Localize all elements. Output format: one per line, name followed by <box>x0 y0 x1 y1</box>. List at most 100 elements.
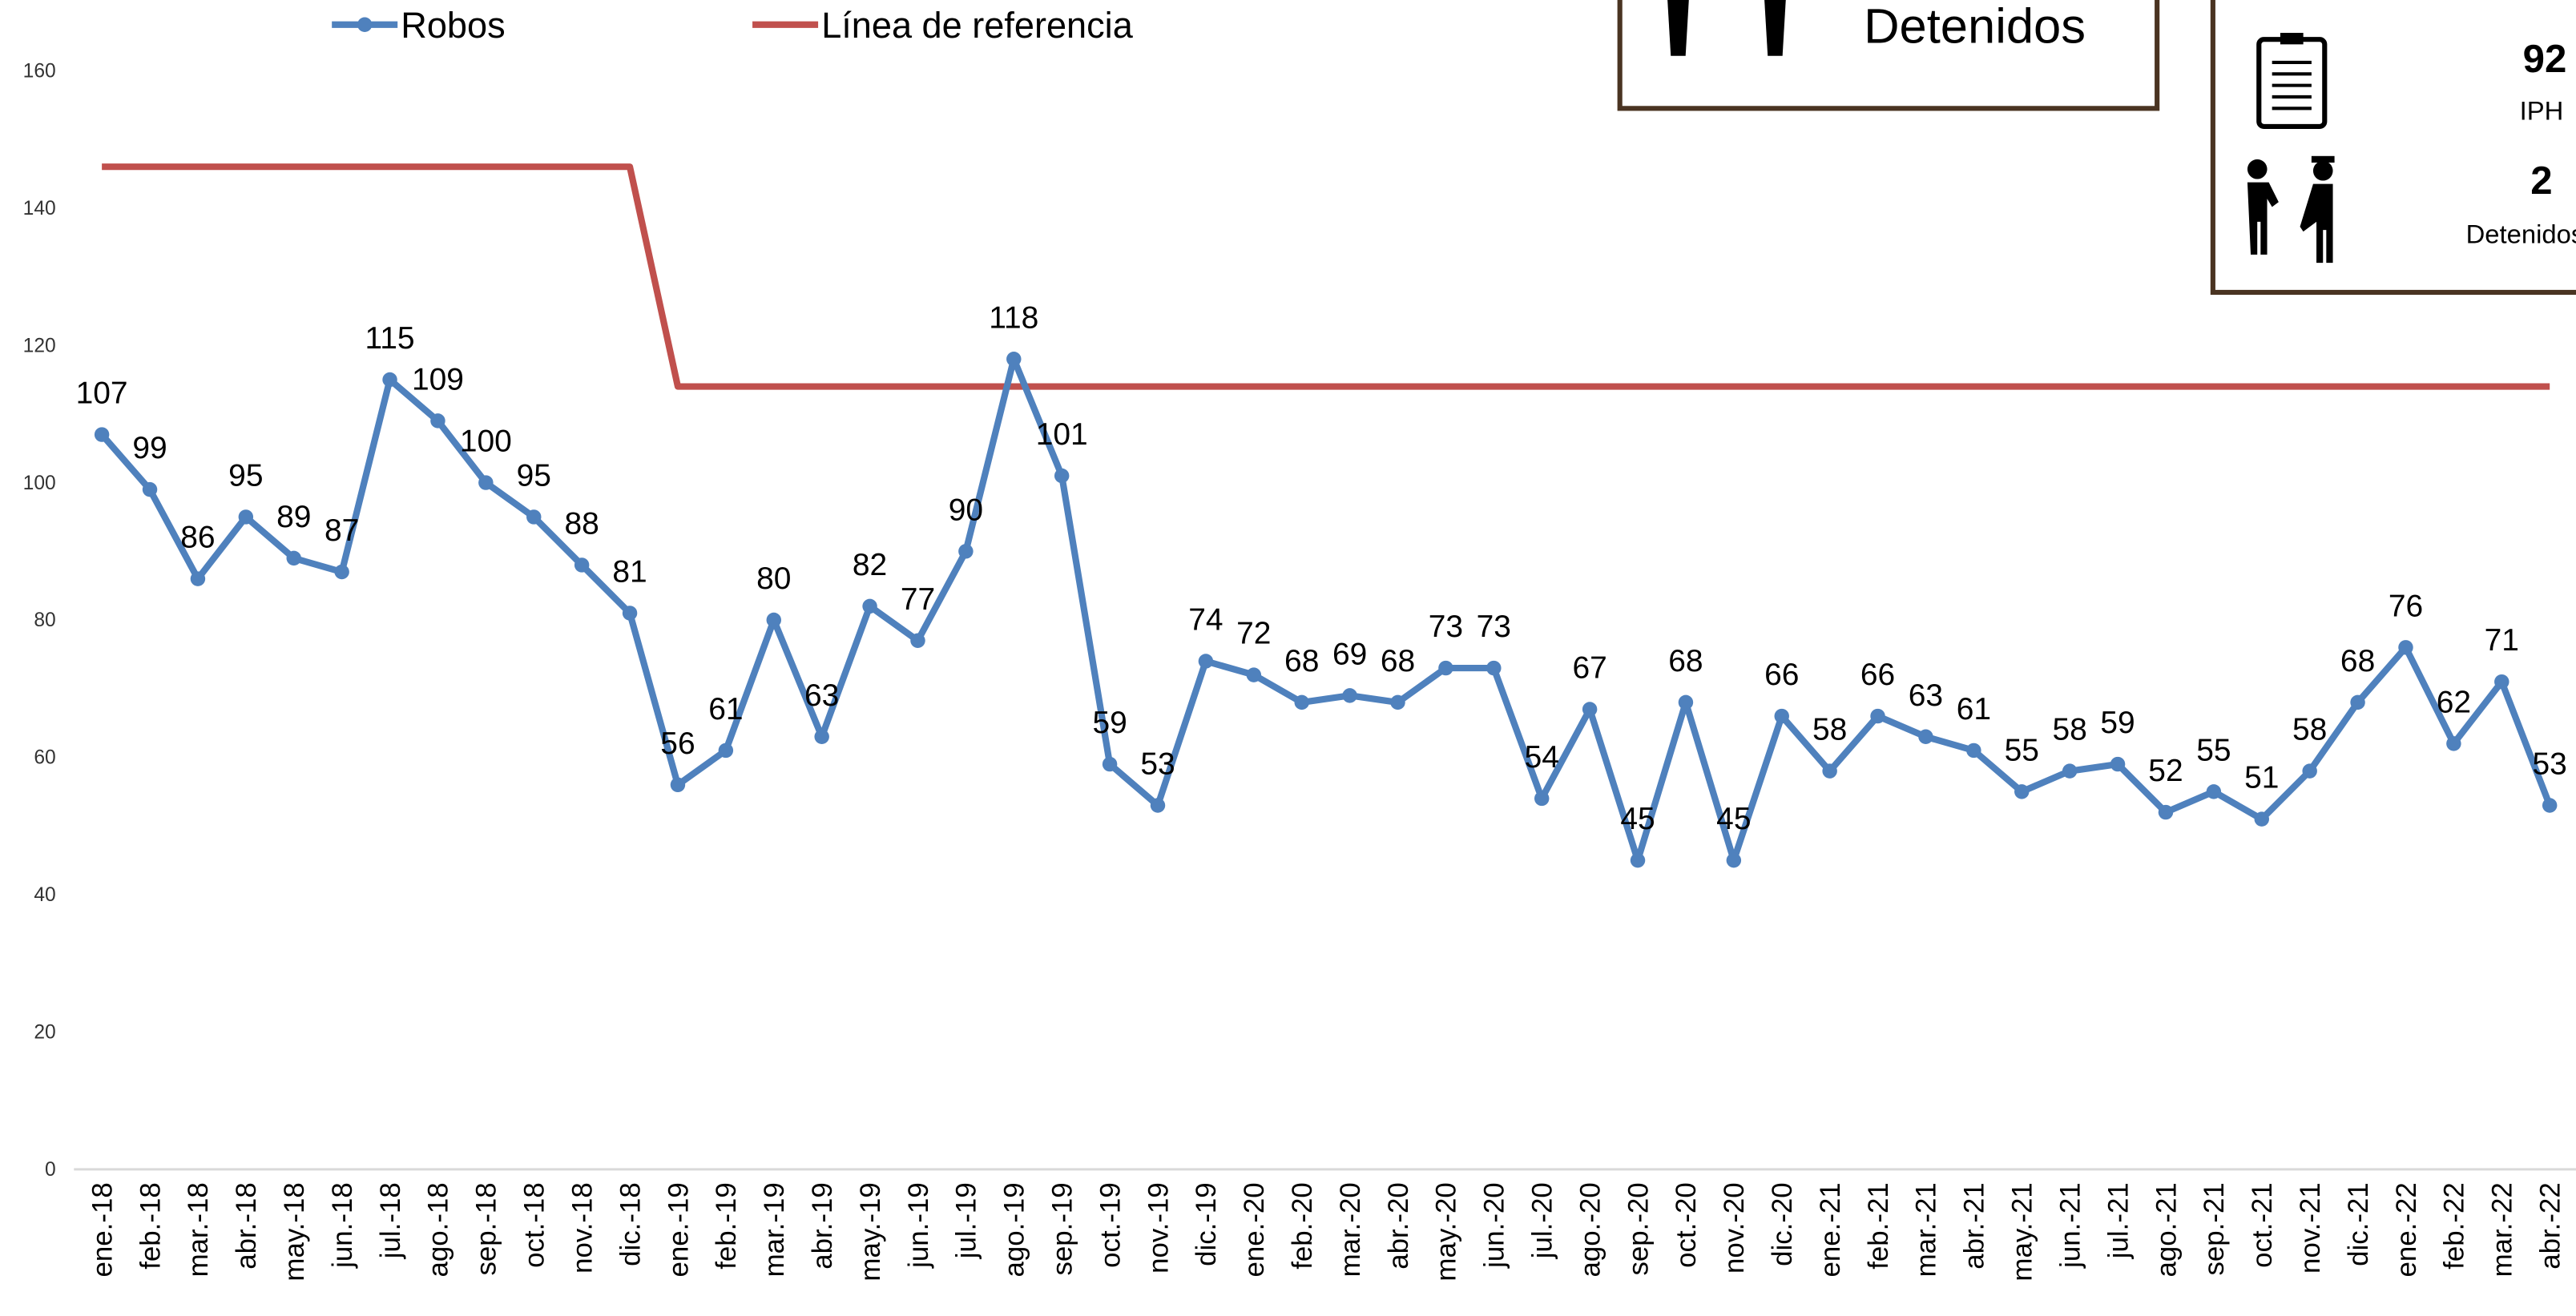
value-label: 81 <box>612 555 647 590</box>
value-label: 68 <box>1381 644 1415 678</box>
x-tick-label: feb.-21 <box>1863 1182 1894 1269</box>
x-tick-label: nov.-20 <box>1719 1182 1750 1274</box>
value-label: 82 <box>853 548 887 582</box>
value-label: 100 <box>460 425 512 459</box>
point <box>2014 784 2030 799</box>
y-tick-label: 40 <box>34 884 55 906</box>
point <box>670 777 686 793</box>
x-tick-label: may.-19 <box>855 1182 886 1281</box>
value-label: 55 <box>2196 733 2231 767</box>
x-tick-label: may.-20 <box>1431 1182 1462 1281</box>
x-tick-label: abr.-22 <box>2534 1182 2566 1269</box>
point <box>1294 694 1309 710</box>
legend-label: Robos <box>401 5 505 46</box>
value-label: 61 <box>1957 692 1991 726</box>
value-label: 95 <box>228 458 263 493</box>
value-label: 58 <box>2053 713 2087 747</box>
value-label: 61 <box>708 692 743 726</box>
value-label: 68 <box>1668 644 1703 678</box>
x-tick-label: ene.-19 <box>663 1182 694 1277</box>
x-tick-label: mar.-20 <box>1335 1182 1366 1277</box>
value-label: 53 <box>1140 747 1175 782</box>
x-tick-label: dic.-20 <box>1767 1182 1798 1266</box>
value-label: 63 <box>1909 678 1943 713</box>
value-label: 71 <box>2485 623 2519 658</box>
y-tick-label: 100 <box>23 473 56 494</box>
panel-label: Detenidos <box>2466 219 2576 248</box>
point <box>142 481 158 497</box>
point <box>1054 468 1070 484</box>
point <box>2398 640 2413 655</box>
point <box>1870 708 1885 724</box>
panel-label: IPH <box>2520 96 2564 126</box>
value-label: 58 <box>1812 713 1847 747</box>
x-tick-label: ene.-21 <box>1815 1182 1846 1277</box>
x-tick-label: dic.-19 <box>1191 1182 1222 1266</box>
point <box>1966 743 1981 759</box>
value-label: 72 <box>1236 617 1271 651</box>
point <box>430 413 445 429</box>
x-tick-label: abr.-20 <box>1383 1182 1414 1269</box>
value-label: 58 <box>2292 713 2327 747</box>
point <box>814 729 829 745</box>
x-tick-label: mar.-21 <box>1911 1182 1942 1277</box>
point <box>2494 674 2509 690</box>
x-tick-label: dic.-18 <box>615 1182 646 1266</box>
point <box>862 598 877 614</box>
point <box>2350 694 2365 710</box>
value-label: 101 <box>1036 417 1088 452</box>
x-tick-label: ago.-18 <box>423 1182 454 1277</box>
point <box>574 557 590 573</box>
value-label: 66 <box>1764 658 1799 692</box>
point <box>286 550 301 566</box>
value-label: 115 <box>365 321 415 356</box>
value-label: 53 <box>2533 747 2567 782</box>
series-line <box>99 356 2554 864</box>
panel-value: 92 <box>2523 37 2567 81</box>
value-label: 80 <box>756 561 791 596</box>
value-label: 95 <box>517 458 551 493</box>
x-tick-label: may.-21 <box>2007 1182 2038 1281</box>
point <box>1774 708 1789 724</box>
value-label: 45 <box>1716 802 1751 836</box>
x-tick-label: ene.-22 <box>2391 1182 2422 1277</box>
x-tick-label: oct.-19 <box>1094 1182 1126 1268</box>
x-tick-label: jul.-18 <box>375 1182 406 1259</box>
x-tick-label: jun.-19 <box>903 1182 934 1269</box>
value-label: 63 <box>804 678 839 713</box>
point <box>1678 694 1694 710</box>
point <box>718 743 734 759</box>
point <box>2062 763 2078 779</box>
point <box>238 509 254 525</box>
x-tick-label: may.-18 <box>279 1182 310 1281</box>
x-tick-label: jun.-20 <box>1479 1182 1510 1269</box>
x-tick-label: mar.-22 <box>2487 1182 2518 1277</box>
value-label: 76 <box>2389 589 2423 623</box>
value-label: 74 <box>1188 603 1223 638</box>
people-icon <box>1667 0 1786 56</box>
value-label: 56 <box>660 726 695 761</box>
x-tick-label: feb.-18 <box>135 1182 166 1269</box>
value-label: 109 <box>412 362 464 396</box>
x-tick-label: ago.-21 <box>2151 1182 2182 1277</box>
value-label: 67 <box>1572 651 1606 686</box>
y-tick-label: 80 <box>34 610 55 631</box>
point <box>1390 694 1405 710</box>
value-label: 90 <box>949 493 983 527</box>
x-tick-label: feb.-19 <box>711 1182 742 1269</box>
y-tick-label: 0 <box>45 1159 56 1181</box>
point <box>190 571 206 586</box>
x-tick-label: sep.-18 <box>471 1182 502 1275</box>
point <box>2302 763 2317 779</box>
x-tick-label: sep.-21 <box>2199 1182 2230 1275</box>
value-label: 55 <box>2005 733 2039 767</box>
point <box>1246 667 1262 682</box>
x-tick-label: feb.-20 <box>1287 1182 1318 1269</box>
arrest-icon <box>2247 155 2335 264</box>
panel-box <box>2210 0 2576 296</box>
legend-marker <box>357 17 373 32</box>
x-tick-label: jul.-19 <box>951 1182 982 1259</box>
x-tick-label: ago.-20 <box>1574 1182 1606 1277</box>
point <box>382 372 397 388</box>
